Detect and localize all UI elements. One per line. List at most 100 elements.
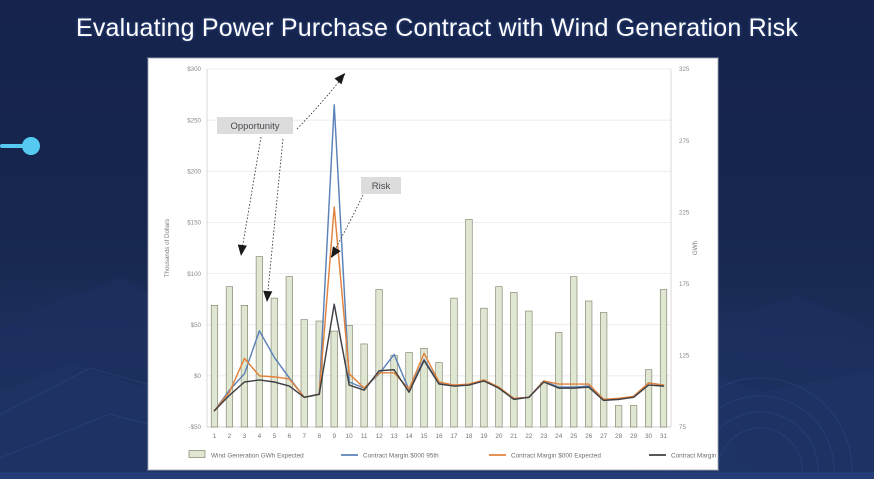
legend-label: Contract Margin $000 Expected bbox=[511, 452, 601, 459]
bar-column bbox=[255, 256, 263, 428]
bar-column bbox=[465, 219, 473, 428]
x-axis-tick-label: 1 bbox=[213, 433, 217, 440]
bar-column bbox=[270, 297, 278, 428]
y-axis-tick-label: $250 bbox=[187, 117, 201, 124]
callout-arrowhead-icon bbox=[334, 73, 345, 85]
x-axis-tick-label: 22 bbox=[525, 433, 533, 440]
legend-swatch-bar bbox=[188, 450, 206, 458]
bar-column bbox=[555, 332, 563, 428]
callout-arrowhead-icon bbox=[237, 244, 247, 256]
y-axis-tick-label: $50 bbox=[191, 322, 202, 329]
y2-axis-tick-label: 75 bbox=[679, 424, 686, 431]
legend-label: Wind Generation GWh Expected bbox=[211, 452, 304, 459]
callout-label: Risk bbox=[372, 181, 391, 192]
bar-column bbox=[495, 286, 503, 428]
bar-column bbox=[375, 289, 383, 428]
x-axis-tick-label: 15 bbox=[420, 433, 428, 440]
x-axis-tick-label: 13 bbox=[391, 433, 399, 440]
y2-axis-tick-label: 175 bbox=[679, 281, 690, 288]
bar-column bbox=[330, 330, 338, 428]
chart-legend: Wind Generation GWh Expected Contract Mar… bbox=[188, 450, 719, 459]
y2-axis-tick-label: 325 bbox=[679, 66, 690, 73]
bar-column bbox=[615, 405, 623, 428]
y-axis-tick-label: $150 bbox=[187, 220, 201, 227]
series-line-contract-margin-000-expected bbox=[213, 206, 665, 412]
y-axis-tick-label: -$50 bbox=[189, 424, 202, 431]
bar-column bbox=[225, 286, 234, 428]
x-axis-tick-label: 19 bbox=[480, 433, 488, 440]
bar-column bbox=[300, 319, 308, 428]
y-axis-tick-label: $100 bbox=[187, 271, 201, 278]
x-axis-tick-label: 12 bbox=[376, 433, 384, 440]
callout-leader-line bbox=[266, 138, 284, 302]
callout-arrowhead-icon bbox=[331, 246, 341, 258]
callout-label: Opportunity bbox=[230, 121, 279, 132]
x-axis-tick-label: 3 bbox=[243, 433, 247, 440]
y-axis-tick-label: $200 bbox=[187, 168, 201, 175]
x-axis-tick-label: 11 bbox=[361, 433, 368, 440]
callout-leader-line bbox=[296, 73, 346, 130]
bar-column bbox=[644, 369, 653, 428]
accent-dot-icon bbox=[22, 137, 40, 155]
slide-title-bar: Evaluating Power Purchase Contract with … bbox=[0, 0, 874, 56]
x-axis-tick-label: 14 bbox=[406, 433, 414, 440]
y2-axis-title: GWh bbox=[692, 240, 699, 255]
bar-column bbox=[435, 362, 443, 428]
x-axis-tick-label: 20 bbox=[495, 433, 503, 440]
x-axis-tick-label: 9 bbox=[332, 433, 336, 440]
y-axis-title: Thousands of Dollars bbox=[164, 219, 171, 277]
callout-leader-line bbox=[240, 136, 262, 256]
x-axis-tick-label: 18 bbox=[465, 433, 473, 440]
callout-box bbox=[361, 177, 401, 194]
x-axis-tick-label: 30 bbox=[645, 433, 653, 440]
bar-column bbox=[540, 382, 548, 428]
bar-column bbox=[420, 347, 428, 428]
y-axis-tick-label: $0 bbox=[194, 373, 201, 380]
x-axis-tick-label: 25 bbox=[570, 433, 578, 440]
bar-column bbox=[525, 310, 533, 428]
accent-bar bbox=[0, 144, 30, 148]
bar-column bbox=[600, 312, 608, 428]
legend-label: Contract Margin $000 95th bbox=[363, 452, 439, 459]
x-axis-tick-label: 4 bbox=[258, 433, 262, 440]
x-axis-tick-label: 16 bbox=[435, 433, 443, 440]
series-line-contract-margin-000-5th bbox=[213, 303, 665, 412]
y-axis-tick-label: $300 bbox=[187, 66, 201, 73]
x-axis-tick-label: 10 bbox=[346, 433, 354, 440]
bar-column bbox=[210, 305, 219, 428]
x-axis-tick-label: 8 bbox=[317, 433, 321, 440]
callout-opportunity: Opportunity bbox=[217, 117, 293, 134]
bar-column bbox=[285, 276, 293, 428]
x-axis-tick-label: 5 bbox=[273, 433, 277, 440]
bar-column bbox=[450, 297, 458, 428]
x-axis-tick-label: 7 bbox=[303, 433, 307, 440]
x-axis-tick-label: 24 bbox=[555, 433, 563, 440]
x-axis-tick-label: 23 bbox=[540, 433, 548, 440]
y2-axis-tick-label: 125 bbox=[679, 353, 690, 360]
bar-column bbox=[390, 355, 398, 428]
left-accent-decoration bbox=[0, 136, 46, 156]
bar-column bbox=[570, 276, 578, 428]
x-axis-tick-label: 27 bbox=[600, 433, 608, 440]
x-axis-tick-label: 26 bbox=[585, 433, 593, 440]
bar-column bbox=[659, 289, 668, 428]
callout-arrowhead-icon bbox=[263, 290, 273, 302]
chart-panel: -$50 $0 $50 $100 $150 $200 $250 $300 75 125 175 225… bbox=[148, 58, 719, 470]
legend-label: Contract Margin $000 5th bbox=[671, 452, 719, 459]
y2-axis-tick-label: 225 bbox=[679, 209, 690, 216]
callout-risk: Risk bbox=[361, 177, 401, 194]
x-axis-tick-label: 6 bbox=[288, 433, 292, 440]
x-axis-tick-label: 17 bbox=[450, 433, 458, 440]
page-title: Evaluating Power Purchase Contract with … bbox=[75, 13, 799, 42]
x-axis-tick-label: 21 bbox=[510, 433, 518, 440]
callout-box bbox=[217, 117, 293, 134]
bar-column bbox=[630, 405, 638, 428]
combo-chart: -$50$0$50$100$150$200$250$30075125175225… bbox=[164, 66, 719, 459]
x-axis-tick-label: 31 bbox=[660, 433, 668, 440]
bar-column bbox=[585, 300, 593, 428]
x-axis-tick-label: 2 bbox=[228, 433, 232, 440]
x-axis-tick-label: 28 bbox=[615, 433, 623, 440]
x-axis-tick-label: 29 bbox=[630, 433, 638, 440]
y2-axis-tick-label: 275 bbox=[679, 138, 690, 145]
